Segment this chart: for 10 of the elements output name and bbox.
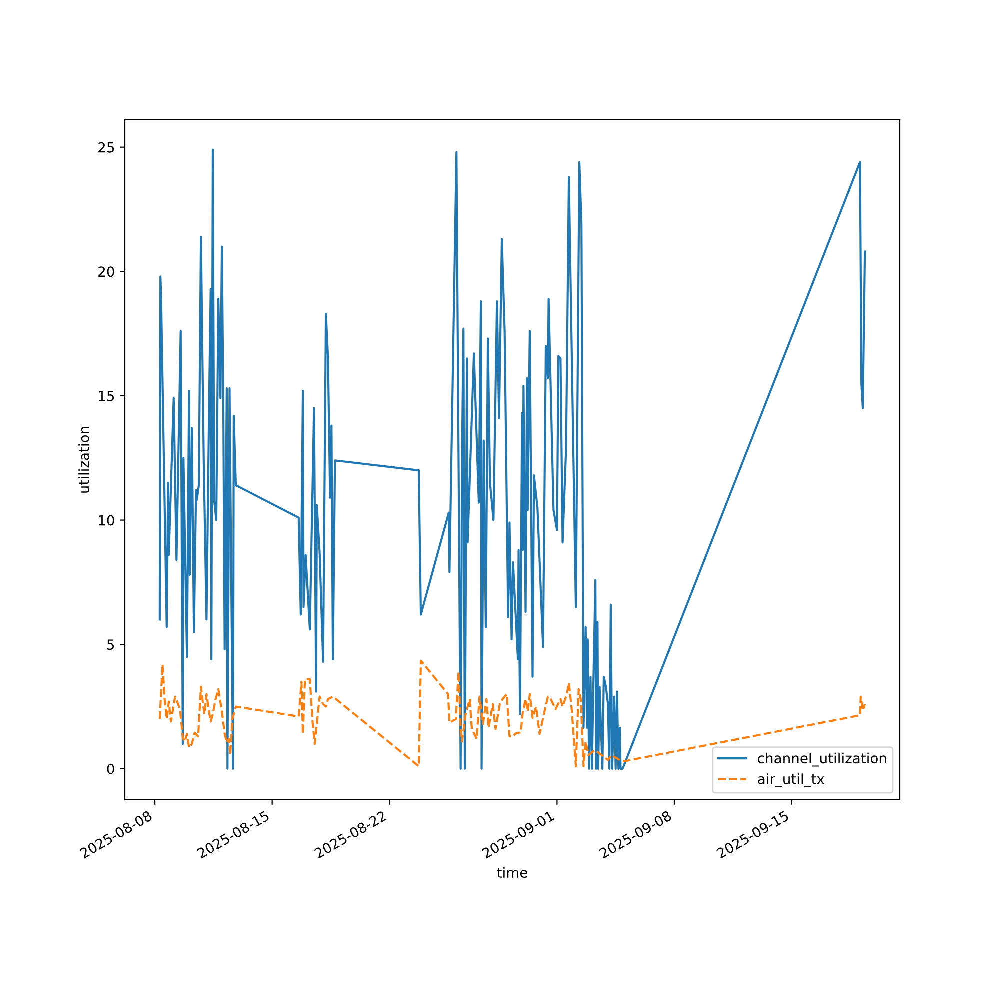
y-tick-label: 0 [107, 764, 114, 774]
x-axis-title: time [497, 867, 528, 878]
y-tick-label: 15 [99, 391, 114, 402]
y-tick-label: 10 [99, 515, 114, 526]
y-tick-label: 25 [98, 142, 114, 153]
y-tick-label: 5 [108, 640, 114, 650]
legend-label: channel_utilization [758, 752, 886, 767]
legend-label: air_util_tx [758, 774, 825, 788]
y-axis-title: utilization [78, 427, 90, 493]
y-tick-label: 20 [98, 266, 114, 278]
